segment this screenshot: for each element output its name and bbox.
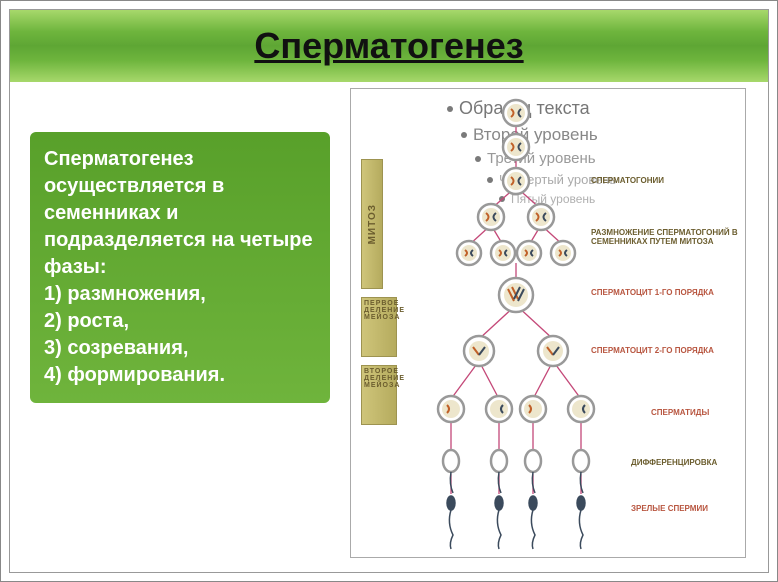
cells	[438, 100, 594, 549]
diagram-frame: Образец текста Второй уровень Третий уро…	[350, 88, 746, 558]
title-band: Сперматогенез	[10, 10, 768, 82]
slide-title: Сперматогенез	[254, 25, 523, 67]
phase-3: 3) созревания,	[44, 335, 316, 362]
body: Сперматогенез осуществляется в семенника…	[10, 88, 768, 572]
spermatogenesis-tree	[351, 89, 747, 559]
slide-outer: Сперматогенез Сперматогенез осуществляет…	[0, 0, 778, 582]
text-panel: Сперматогенез осуществляется в семенника…	[30, 132, 330, 403]
slide-inner: Сперматогенез Сперматогенез осуществляет…	[9, 9, 769, 573]
intro-text: Сперматогенез осуществляется в семенника…	[44, 146, 316, 281]
phase-4: 4) формирования.	[44, 362, 316, 389]
phase-2: 2) роста,	[44, 308, 316, 335]
differentiating	[443, 450, 589, 493]
phase-1: 1) размножения,	[44, 281, 316, 308]
mature-sperm	[447, 496, 585, 549]
